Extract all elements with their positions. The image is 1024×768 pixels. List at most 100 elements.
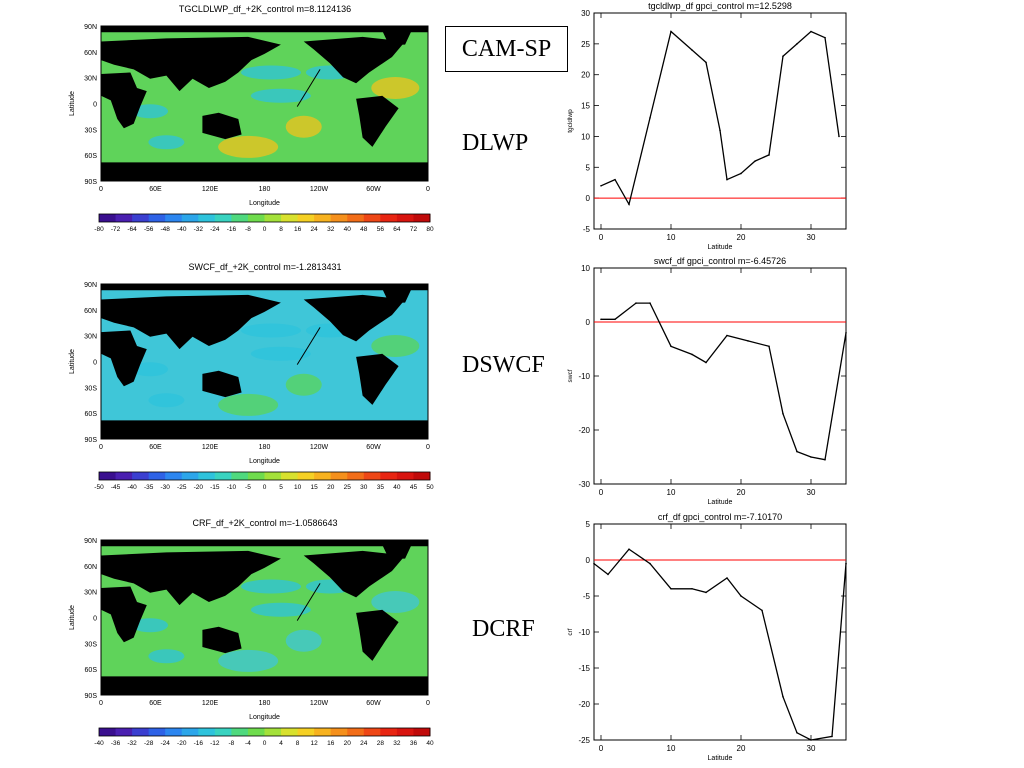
row-label-dswcf: DSWCF	[462, 352, 545, 378]
colorbar-swatch	[198, 472, 216, 480]
map-anomaly-region	[285, 115, 322, 138]
colorbar-swatch	[281, 472, 299, 480]
line-chart-1: tgcldlwp_df gpci_control m=12.5298 -5 0 5 10…	[567, 1, 847, 251]
colorbar-swatch	[281, 728, 299, 736]
data-point	[628, 203, 630, 206]
map-landmass	[101, 294, 281, 350]
data-point	[810, 30, 812, 33]
map-title: TGCLDLWP_df_+2K_control m=8.1124136	[179, 4, 351, 14]
y-tick-label: 10	[581, 132, 590, 141]
chart-frame	[593, 267, 847, 485]
colorbar-tick: 12	[311, 740, 319, 747]
data-point	[845, 332, 847, 334]
data-point	[768, 154, 770, 156]
map-lat-tick: 60S	[85, 411, 98, 418]
colorbar-tick: 72	[410, 226, 418, 233]
map-landmass	[202, 112, 242, 140]
colorbar-swatch	[413, 214, 431, 222]
map-panel-3: CRF_df_+2K_control m=-1.0586643 90N 60N 30N…	[69, 518, 434, 747]
y-tick-label: 25	[581, 40, 590, 49]
colorbar-tick: 40	[393, 484, 401, 491]
map-landmass	[202, 370, 242, 398]
colorbar-swatch	[115, 472, 133, 480]
data-point	[719, 129, 721, 132]
map-lat-tick: 30S	[85, 127, 98, 134]
row-label-dlwp: DLWP	[462, 130, 529, 156]
colorbar-tick: -28	[144, 740, 154, 747]
colorbar-tick: -40	[94, 740, 104, 747]
x-tick-label: 30	[807, 488, 816, 497]
colorbar-tick: 56	[377, 226, 385, 233]
colorbar-tick: 25	[344, 484, 352, 491]
colorbar-swatch	[231, 214, 249, 222]
colorbar-tick: -24	[210, 226, 220, 233]
data-point	[768, 345, 770, 348]
map-landmass	[101, 550, 281, 606]
colorbar-swatch	[363, 214, 381, 222]
y-tick-label: 15	[581, 102, 590, 111]
map-lon-tick: 120E	[202, 700, 219, 707]
x-tick-label: 0	[599, 488, 604, 497]
map-landmass	[101, 26, 428, 33]
y-tick-label: 5	[586, 163, 591, 172]
data-point	[649, 302, 651, 304]
data-point	[796, 450, 798, 453]
data-point	[600, 318, 602, 321]
map-anomaly-region	[241, 323, 302, 338]
map-landmass	[101, 330, 147, 387]
data-point	[831, 735, 833, 738]
map-anomaly-region	[371, 591, 420, 613]
map-anomaly-region	[250, 346, 311, 361]
map-landmass	[303, 294, 406, 342]
map-anomaly-region	[250, 88, 311, 103]
chart-ylabel: swcf	[567, 369, 574, 382]
map-anomaly-region	[132, 362, 169, 377]
x-tick-label: 0	[599, 744, 604, 753]
colorbar-swatch	[314, 214, 332, 222]
colorbar-tick: 40	[426, 740, 434, 747]
map-lon-tick: 120E	[202, 444, 219, 451]
colorbar-tick: -20	[177, 740, 187, 747]
chart-frame	[593, 523, 847, 741]
colorbar-tick: -40	[127, 484, 137, 491]
map-anomaly-region	[250, 602, 311, 617]
map-lon-tick: 60W	[366, 444, 381, 451]
data-point	[782, 413, 784, 415]
colorbar-swatch	[347, 472, 365, 480]
colorbar-tick: 28	[377, 740, 385, 747]
map-landmass	[382, 288, 412, 303]
colorbar-tick: -64	[127, 226, 137, 233]
y-tick-label: -25	[578, 736, 590, 745]
x-tick-label: 10	[667, 233, 676, 242]
chart-title: tgcldlwp_df gpci_control m=12.5298	[648, 1, 792, 11]
map-anomaly-region	[148, 393, 185, 408]
x-tick-label: 30	[807, 233, 816, 242]
colorbar-swatch	[330, 214, 348, 222]
data-point	[740, 595, 742, 597]
map-transect-line	[296, 583, 321, 621]
colorbar-swatch	[396, 472, 414, 480]
colorbar-tick: 16	[327, 740, 335, 747]
map-xlabel: Longitude	[249, 200, 280, 207]
colorbar-swatch	[380, 728, 398, 736]
map-lon-tick: 120W	[310, 186, 329, 193]
map-lat-tick: 60S	[85, 667, 98, 674]
colorbar-tick: 16	[294, 226, 302, 233]
colorbar-tick: 32	[393, 740, 401, 747]
map-lat-tick: 90S	[85, 693, 98, 700]
map-panel-2: SWCF_df_+2K_control m=-1.2813431 90N 60N 30…	[69, 262, 434, 491]
map-xlabel: Longitude	[249, 458, 280, 465]
map-anomaly-region	[132, 104, 169, 119]
colorbar-swatch	[264, 472, 282, 480]
colorbar-swatch	[231, 472, 249, 480]
colorbar-tick: -36	[111, 740, 121, 747]
y-tick-label: 0	[586, 318, 591, 327]
colorbar-tick: -8	[245, 226, 251, 233]
colorbar-swatch	[396, 728, 414, 736]
colorbar-swatch	[99, 472, 117, 480]
colorbar-swatch	[247, 728, 265, 736]
map-lon-tick: 180	[259, 700, 271, 707]
colorbar-swatch	[148, 214, 166, 222]
chart-title: crf_df gpci_control m=-7.10170	[658, 512, 782, 522]
y-tick-label: -30	[578, 480, 590, 489]
